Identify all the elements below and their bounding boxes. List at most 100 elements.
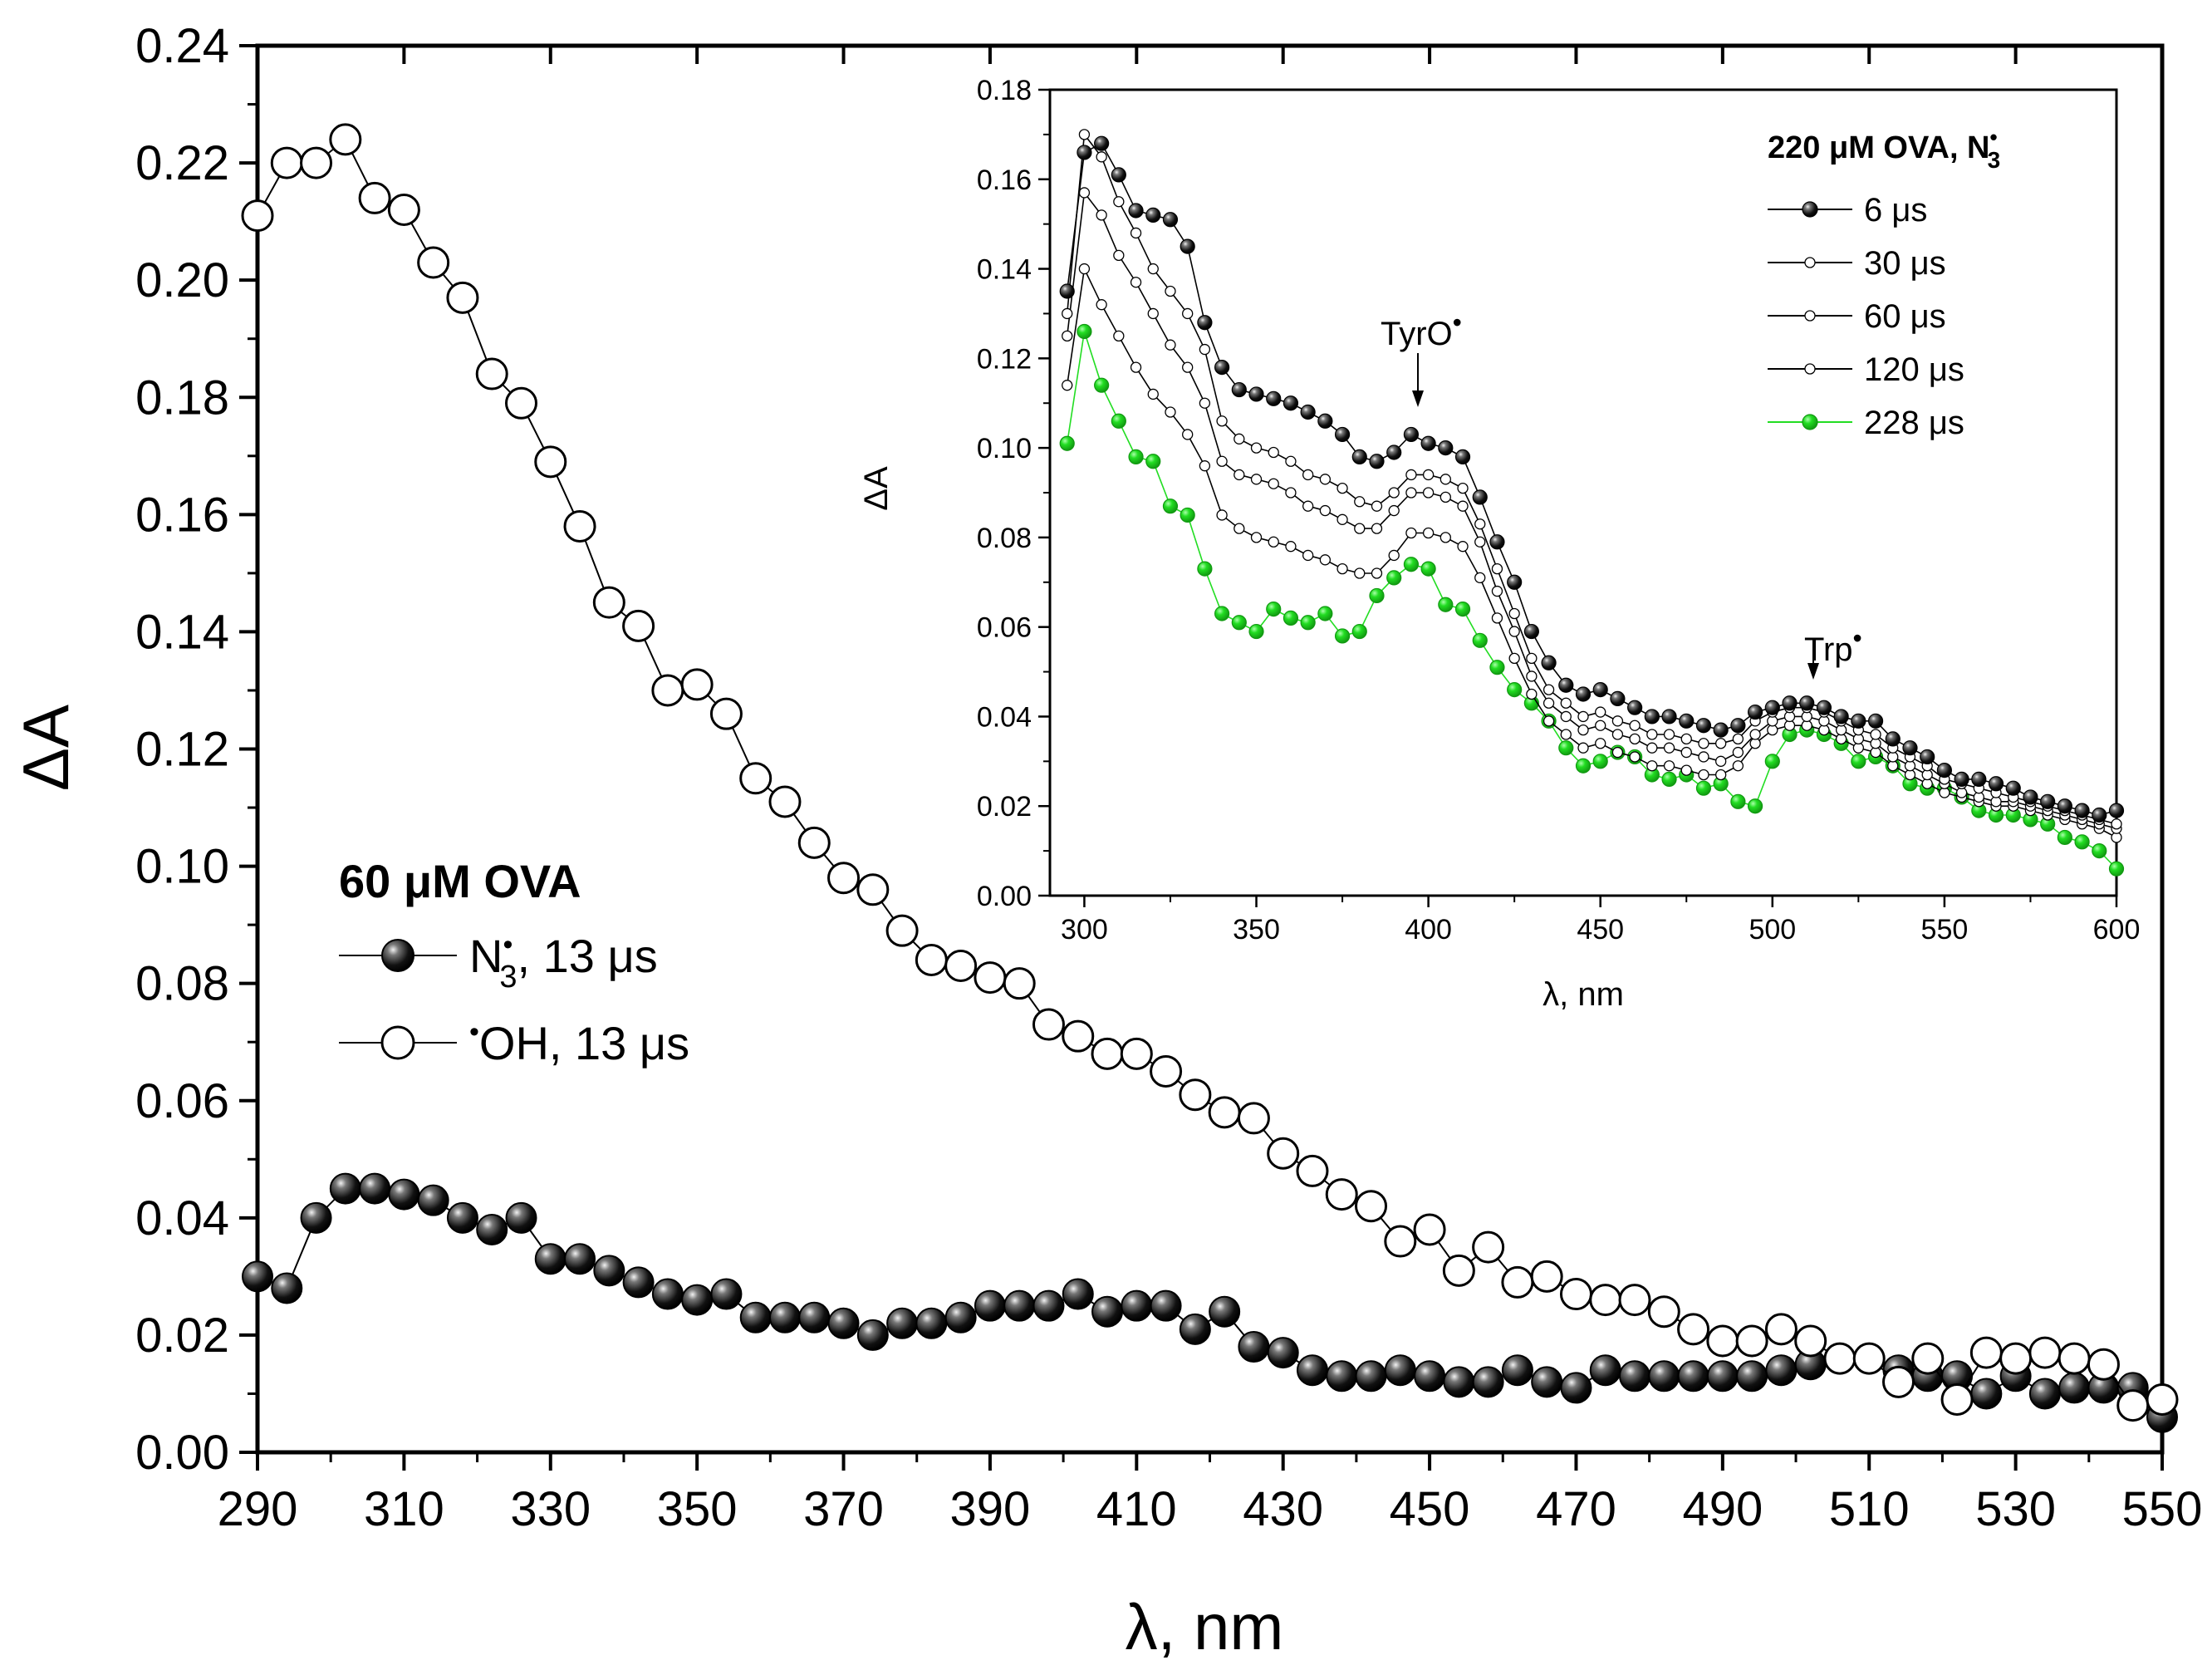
inset-point-6us xyxy=(1472,489,1488,505)
inset-point-open xyxy=(1422,469,1435,481)
inset-point-open xyxy=(1371,567,1383,579)
inset-y-tick-label: 0.16 xyxy=(977,165,1032,196)
main-n3-point xyxy=(476,1213,508,1245)
inset-point-open xyxy=(1268,478,1279,489)
inset-point-open xyxy=(1234,523,1245,534)
inset-point-open xyxy=(1113,196,1125,208)
inset-point-open xyxy=(1388,549,1400,562)
inset-point-open xyxy=(1680,764,1692,776)
main-n3-point xyxy=(1414,1360,1446,1392)
inset-point-open xyxy=(1062,380,1073,391)
main-series-line-0 xyxy=(257,1187,2163,1418)
inset-point-6us xyxy=(1954,771,1969,787)
inset-point-6us xyxy=(1541,655,1557,670)
inset-point-open xyxy=(1526,652,1538,665)
inset-point-228us xyxy=(1730,793,1746,809)
inset-x-tick-label: 600 xyxy=(2093,914,2141,945)
main-oh-point xyxy=(300,146,333,179)
inset-point-open xyxy=(1732,760,1744,772)
main-y-tick-label: 0.16 xyxy=(135,488,229,542)
main-n3-point xyxy=(1706,1360,1739,1392)
inset-point-228us xyxy=(1180,507,1195,523)
main-oh-point xyxy=(651,674,684,707)
main-n3-point xyxy=(1443,1366,1475,1398)
inset-point-6us xyxy=(1747,704,1763,720)
main-y-tick-label: 0.24 xyxy=(135,19,229,73)
inset-point-228us xyxy=(1283,610,1299,626)
main-n3-point xyxy=(1765,1354,1798,1387)
inset-point-228us xyxy=(1403,557,1420,572)
inset-point-6us xyxy=(2074,803,2090,818)
main-oh-point xyxy=(2146,1383,2179,1417)
inset-point-6us xyxy=(1592,682,1608,698)
main-oh-point xyxy=(1355,1190,1388,1223)
inset-point-6us xyxy=(1094,135,1110,151)
main-n3-point xyxy=(564,1243,596,1275)
inset-point-open xyxy=(1870,729,1881,740)
main-oh-point xyxy=(1120,1037,1153,1070)
inset-point-6us xyxy=(1454,449,1471,464)
main-n3-point xyxy=(1472,1366,1504,1398)
inset-point-6us xyxy=(1610,690,1626,706)
inset-point-6us xyxy=(1730,718,1746,734)
inset-point-open xyxy=(1165,339,1176,351)
inset-point-6us xyxy=(2023,789,2038,805)
inset-point-open xyxy=(1182,361,1194,373)
inset-point-open xyxy=(1422,527,1435,539)
main-y-tick-label: 0.04 xyxy=(135,1191,229,1245)
inset-point-6us xyxy=(1248,386,1264,402)
main-y-tick-label: 0.22 xyxy=(135,136,229,190)
main-oh-point xyxy=(358,181,391,214)
inset-point-228us xyxy=(1747,798,1763,814)
inset-point-6us xyxy=(1661,709,1677,724)
inset-x-tick-label: 300 xyxy=(1061,914,1108,945)
inset-point-open xyxy=(1474,518,1486,530)
inset-point-open xyxy=(1526,688,1538,700)
main-x-tick-label: 530 xyxy=(1975,1482,2056,1536)
inset-point-6us xyxy=(1695,718,1712,734)
main-n3-point xyxy=(827,1307,860,1339)
main-n3-point xyxy=(1209,1295,1241,1328)
inset-x-tick-label: 350 xyxy=(1233,914,1280,945)
inset-legend-label: 6 μs xyxy=(1864,192,1927,228)
main-n3-point xyxy=(1501,1354,1533,1387)
inset-point-open xyxy=(1680,746,1692,759)
main-n3-point xyxy=(534,1243,566,1275)
inset-point-228us xyxy=(1248,623,1264,640)
inset-point-open xyxy=(1319,554,1332,566)
inset-point-open xyxy=(1354,523,1366,534)
inset-point-open xyxy=(1147,263,1159,275)
main-oh-point xyxy=(387,194,420,227)
main-oh-point xyxy=(241,199,274,233)
main-oh-point xyxy=(1413,1213,1446,1246)
inset-point-open xyxy=(2111,818,2122,830)
inset-point-open xyxy=(1715,769,1727,781)
main-oh-point xyxy=(1501,1265,1534,1299)
main-x-tick-label: 350 xyxy=(657,1482,738,1536)
main-oh-point xyxy=(2058,1342,2091,1375)
inset-point-228us xyxy=(1231,615,1247,631)
inset-point-228us xyxy=(1661,771,1677,787)
inset-y-tick-label: 0.10 xyxy=(977,433,1032,464)
legend-marker-n3 xyxy=(381,939,414,972)
main-n3-point xyxy=(505,1201,537,1234)
inset-point-open xyxy=(1147,307,1159,320)
inset-point-228us xyxy=(1851,754,1866,769)
main-oh-point xyxy=(1384,1225,1417,1258)
main-n3-point xyxy=(798,1301,831,1333)
main-n3-point xyxy=(710,1278,743,1310)
inset-point-open xyxy=(1698,769,1709,781)
inset-point-6us xyxy=(1214,360,1230,376)
inset-point-6us xyxy=(1351,449,1367,464)
inset-y-tick-label: 0.12 xyxy=(977,343,1032,375)
inset-point-228us xyxy=(1472,632,1488,648)
main-n3-point xyxy=(1531,1366,1563,1398)
inset-point-open xyxy=(1268,536,1279,548)
main-oh-point xyxy=(1325,1178,1358,1211)
main-n3-point xyxy=(300,1201,332,1234)
inset-point-228us xyxy=(1386,570,1402,586)
inset-point-open xyxy=(1560,710,1572,723)
main-n3-point xyxy=(593,1255,625,1287)
inset-point-open xyxy=(1302,500,1314,512)
inset-point-6us xyxy=(1816,700,1832,715)
